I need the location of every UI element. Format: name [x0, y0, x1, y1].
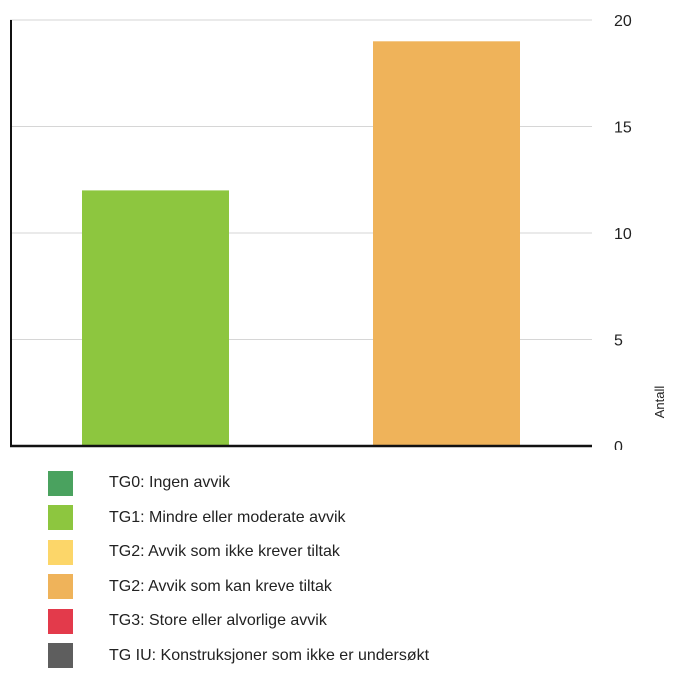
legend-label-tg3: TG3: Store eller alvorlige avvik — [109, 612, 327, 630]
y-tick-label: 5 — [614, 333, 623, 350]
y-tick-label: 10 — [614, 226, 632, 243]
bar-chart: 0 5 10 15 20 Antall — [0, 0, 678, 450]
legend-item-tg0: TG0: Ingen avvik — [48, 466, 648, 501]
legend-label-tg0: TG0: Ingen avvik — [109, 474, 230, 492]
legend-swatch-tg0 — [48, 471, 73, 496]
legend-item-tg2-no-action: TG2: Avvik som ikke krever tiltak — [48, 535, 648, 570]
bar-tg1 — [82, 190, 229, 446]
legend-item-tg1: TG1: Mindre eller moderate avvik — [48, 501, 648, 536]
legend-item-tg2-action: TG2: Avvik som kan kreve tiltak — [48, 570, 648, 605]
legend-label-tg1: TG1: Mindre eller moderate avvik — [109, 509, 346, 527]
legend-item-tg3: TG3: Store eller alvorlige avvik — [48, 604, 648, 639]
bar-tg2 — [373, 41, 520, 446]
legend-swatch-tg-iu — [48, 643, 73, 668]
legend-swatch-tg2-no-action — [48, 540, 73, 565]
y-tick-label: 0 — [614, 439, 623, 450]
legend-label-tg2-action: TG2: Avvik som kan kreve tiltak — [109, 578, 332, 596]
legend-swatch-tg1 — [48, 505, 73, 530]
bars — [82, 41, 520, 446]
legend-swatch-tg2-action — [48, 574, 73, 599]
y-tick-labels: 0 5 10 15 20 — [614, 13, 632, 450]
y-axis-label: Antall — [652, 386, 667, 419]
legend-swatch-tg3 — [48, 609, 73, 634]
legend-label-tg2-no-action: TG2: Avvik som ikke krever tiltak — [109, 543, 340, 561]
legend: TG0: Ingen avvik TG1: Mindre eller moder… — [48, 466, 648, 673]
y-tick-label: 20 — [614, 13, 632, 30]
legend-label-tg-iu: TG IU: Konstruksjoner som ikke er unders… — [109, 647, 429, 665]
y-tick-label: 15 — [614, 120, 632, 137]
